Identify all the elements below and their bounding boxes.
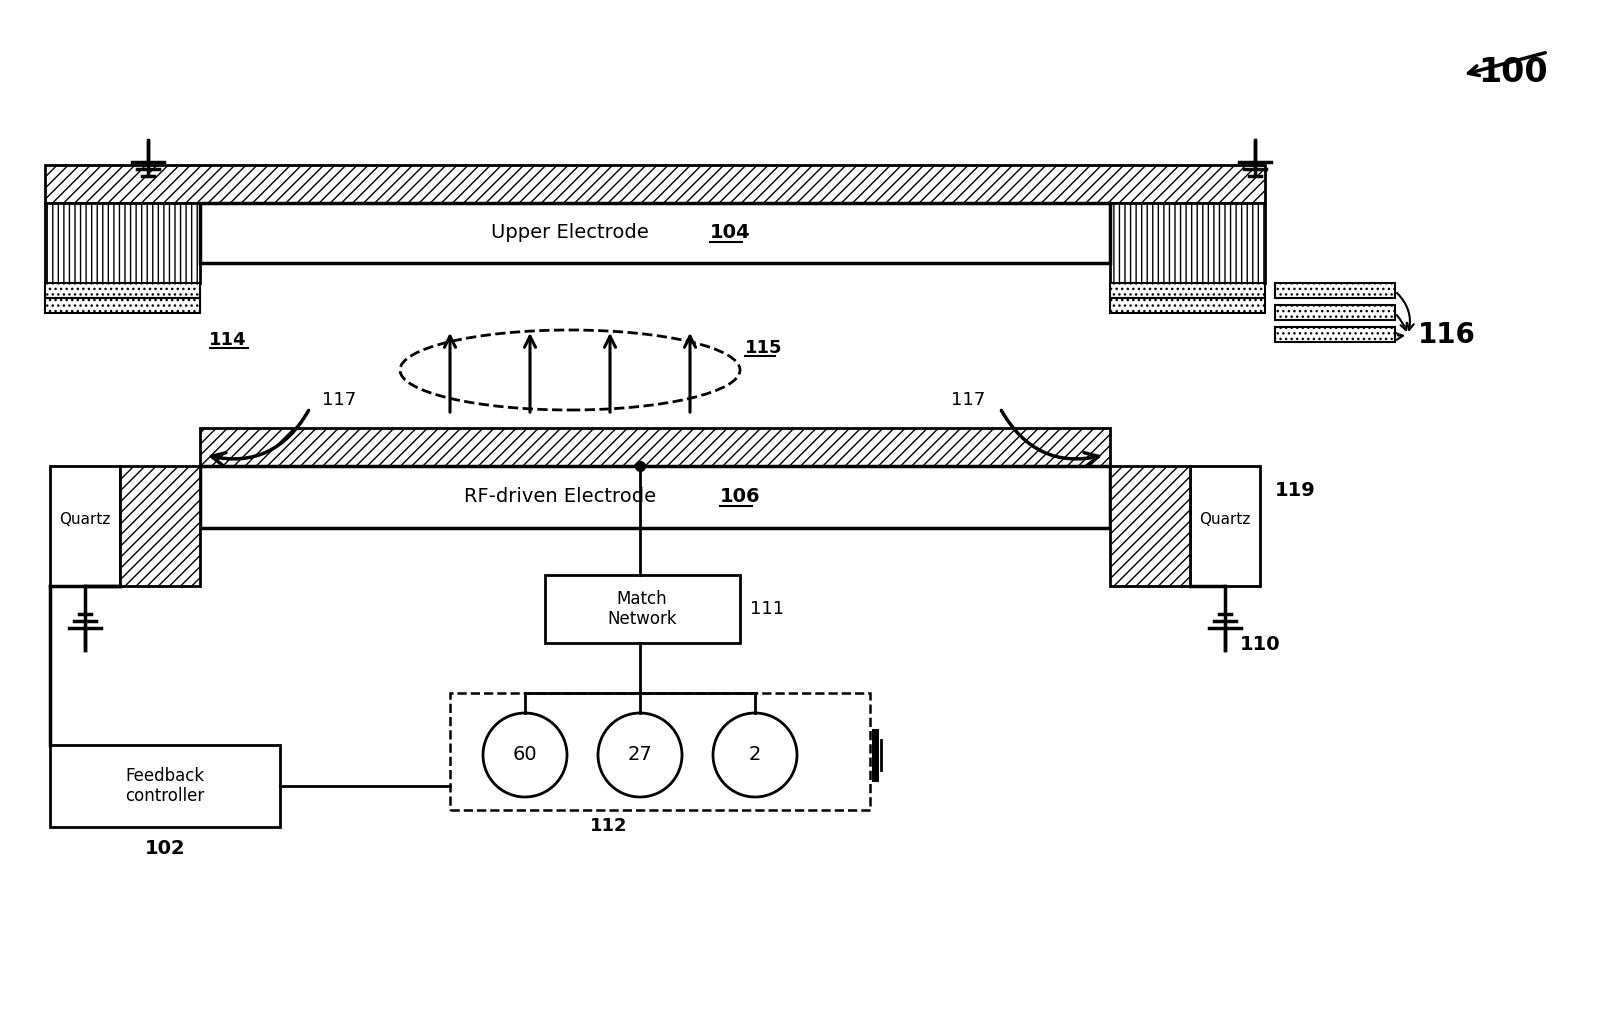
Text: 111: 111 xyxy=(750,601,784,618)
Bar xyxy=(450,693,870,810)
Circle shape xyxy=(713,713,797,797)
Circle shape xyxy=(483,713,567,797)
Bar xyxy=(45,283,200,298)
Text: 119: 119 xyxy=(1274,481,1316,499)
Bar xyxy=(1109,203,1265,283)
Text: 110: 110 xyxy=(1241,635,1281,655)
Text: 102: 102 xyxy=(144,839,186,857)
Bar xyxy=(1274,283,1395,298)
Text: Quartz: Quartz xyxy=(59,513,111,528)
Text: 116: 116 xyxy=(1419,321,1476,349)
Text: 106: 106 xyxy=(720,488,761,506)
Text: Quartz: Quartz xyxy=(1199,513,1250,528)
Text: 104: 104 xyxy=(710,223,750,242)
Text: 100: 100 xyxy=(1478,55,1547,89)
Text: 27: 27 xyxy=(628,746,652,764)
Bar xyxy=(50,466,120,586)
Bar xyxy=(200,428,1109,466)
Text: Match
Network: Match Network xyxy=(608,589,676,628)
Bar xyxy=(120,466,200,586)
Text: 60: 60 xyxy=(513,746,537,764)
Bar xyxy=(1109,283,1265,298)
Text: 117: 117 xyxy=(322,391,356,409)
Text: 117: 117 xyxy=(951,391,984,409)
Bar xyxy=(545,575,741,643)
Text: 115: 115 xyxy=(745,339,782,357)
Bar xyxy=(1274,327,1395,342)
Bar xyxy=(50,745,281,827)
Text: Upper Electrode: Upper Electrode xyxy=(491,223,649,242)
Bar xyxy=(1189,466,1260,586)
Bar xyxy=(1109,298,1265,313)
Bar xyxy=(45,165,1265,203)
Text: 112: 112 xyxy=(590,817,627,835)
Text: 2: 2 xyxy=(749,746,761,764)
Bar xyxy=(200,466,1109,528)
Bar xyxy=(45,203,200,283)
Bar xyxy=(1274,305,1395,320)
Text: Feedback
controller: Feedback controller xyxy=(125,766,205,805)
Text: 114: 114 xyxy=(210,331,247,349)
Circle shape xyxy=(598,713,681,797)
Bar xyxy=(1109,466,1189,586)
Text: RF-driven Electrode: RF-driven Electrode xyxy=(463,488,656,506)
Bar xyxy=(200,203,1109,263)
Bar xyxy=(45,298,200,313)
